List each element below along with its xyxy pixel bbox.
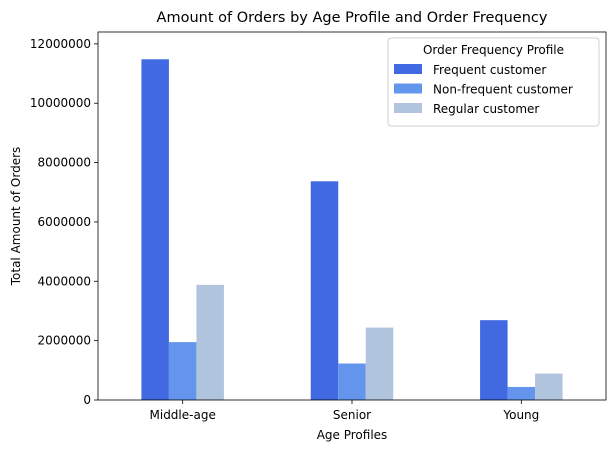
bar-senior-series-2 <box>365 327 394 400</box>
y-tick-label: 12000000 <box>30 37 91 51</box>
y-tick-label: 2000000 <box>38 334 91 348</box>
x-axis-label: Age Profiles <box>317 428 388 442</box>
legend-title: Order Frequency Profile <box>423 43 564 57</box>
y-tick-label: 10000000 <box>30 96 91 110</box>
legend-box <box>387 37 600 127</box>
plot-area: 0 2000000 4000000 6000000 8000000 10000000 120… <box>30 31 607 422</box>
y-tick-label: 6000000 <box>38 215 91 229</box>
bar-middle-age-series-1 <box>168 342 197 400</box>
legend-entry: Regular customer <box>433 102 539 116</box>
y-tick-label: 4000000 <box>38 274 91 288</box>
bar-middle-age-series-2 <box>196 284 224 400</box>
legend-swatch <box>394 83 422 94</box>
bar-young-series-0 <box>480 320 508 400</box>
legend-entry: Frequent customer <box>433 63 546 77</box>
legend-swatch <box>394 103 422 113</box>
y-axis-label: Total Amount of Orders <box>9 147 23 287</box>
y-tick-label: 8000000 <box>38 156 91 170</box>
x-tick-label: Young <box>502 408 539 422</box>
bar-senior-series-0 <box>310 181 339 400</box>
x-tick-label: Middle-age <box>150 408 216 422</box>
legend: Order Frequency Profile Frequent custome… <box>387 37 600 127</box>
bar-senior-series-1 <box>338 363 366 400</box>
x-tick-label: Senior <box>333 408 371 422</box>
y-tick-label: 0 <box>83 393 91 407</box>
legend-entry: Non-frequent customer <box>433 83 573 97</box>
legend-swatch <box>394 64 422 74</box>
bar-young-series-2 <box>535 373 563 400</box>
chart-title: Amount of Orders by Age Profile and Orde… <box>157 10 548 26</box>
bar-middle-age-series-0 <box>141 59 169 401</box>
bar-young-series-1 <box>507 386 536 400</box>
